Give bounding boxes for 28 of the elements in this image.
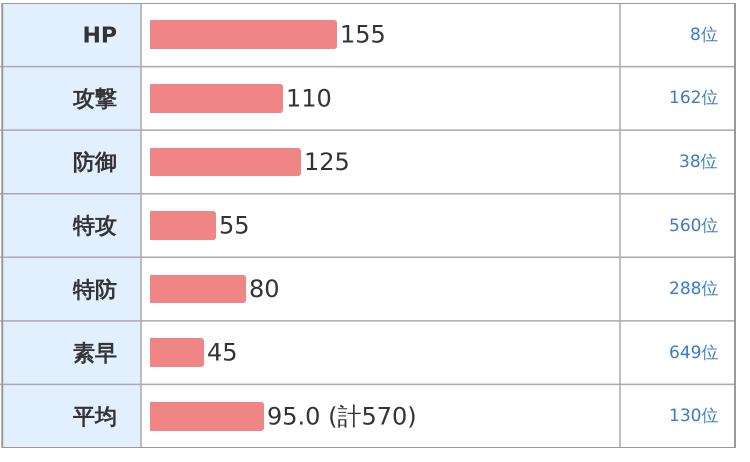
y-tick-label: 素早 — [73, 341, 117, 366]
data-label: 45 — [207, 338, 238, 366]
bar — [150, 84, 283, 113]
bar — [150, 338, 204, 367]
text: 8位 — [690, 25, 718, 45]
y-tick-label: 攻撃 — [72, 87, 117, 112]
data-label: 80 — [249, 275, 280, 303]
y-tick-label: HP — [82, 23, 117, 48]
data-label: 155 — [340, 20, 386, 48]
y-tick-label: 防御 — [73, 150, 117, 176]
text: 130位 — [669, 406, 718, 426]
y-tick-label: 平均 — [72, 404, 117, 430]
bar — [150, 211, 216, 240]
text: 288位 — [669, 279, 718, 299]
bar — [150, 148, 301, 176]
data-label: 55 — [219, 212, 250, 240]
text: 38位 — [679, 152, 718, 172]
text: 560位 — [669, 216, 718, 236]
text: 649位 — [669, 343, 718, 363]
y-tick-label: 特攻 — [72, 214, 117, 240]
data-label: 125 — [304, 148, 350, 176]
y-tick-label: 特防 — [72, 278, 117, 303]
text: 162位 — [669, 88, 718, 108]
data-label: 95.0 (計570) — [267, 402, 417, 430]
bar — [150, 20, 337, 49]
bar — [150, 402, 264, 431]
bar — [150, 275, 246, 303]
data-label: 110 — [286, 84, 332, 112]
